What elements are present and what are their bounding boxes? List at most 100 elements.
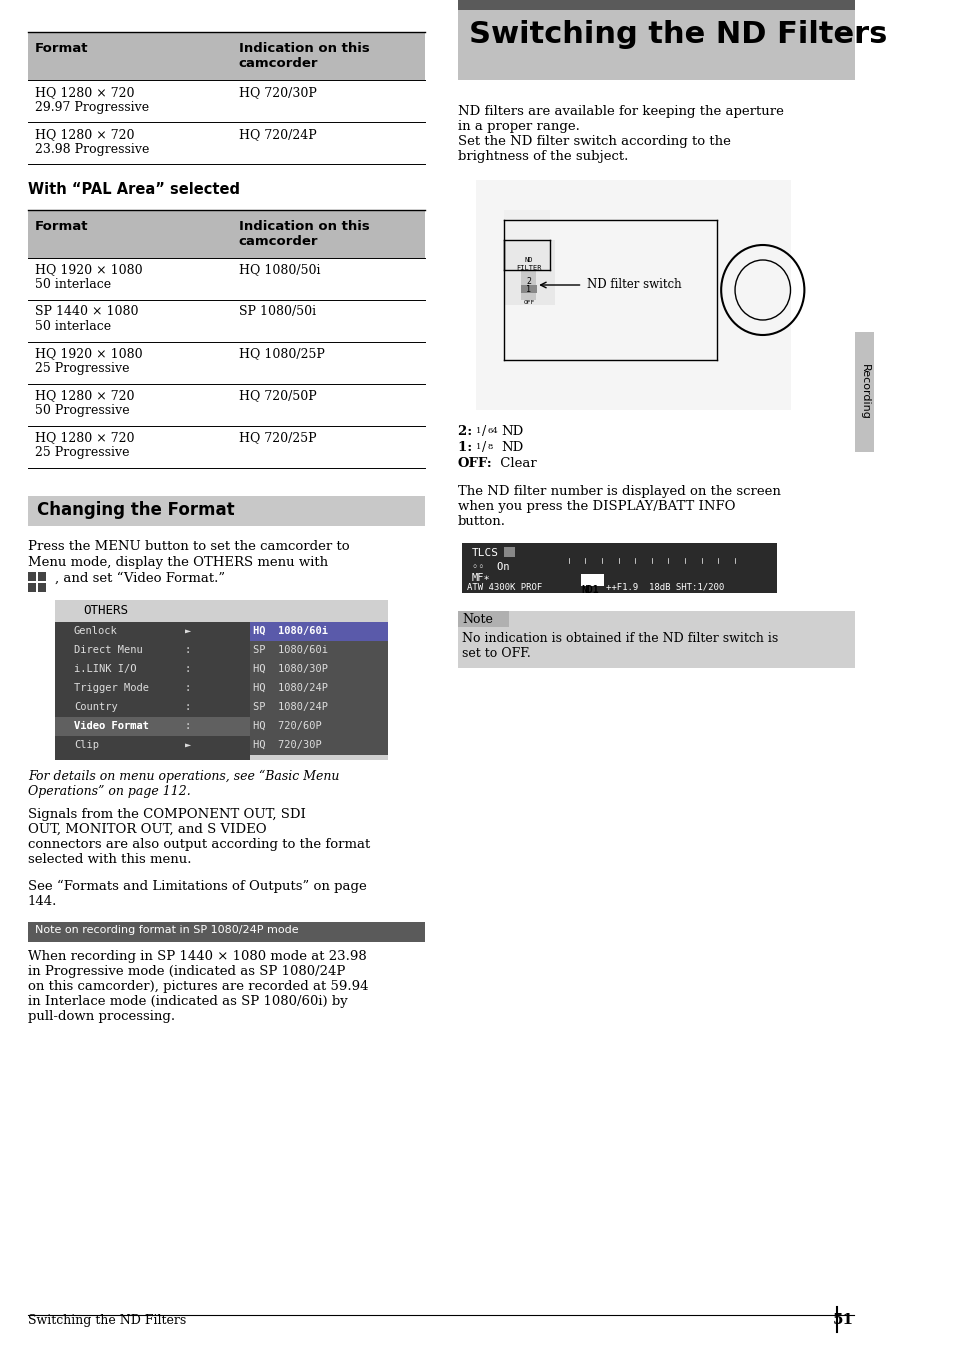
Text: HQ  1080/30P: HQ 1080/30P bbox=[253, 664, 328, 675]
Bar bbox=[250, 735, 388, 754]
Text: HQ  720/30P: HQ 720/30P bbox=[253, 740, 322, 750]
Text: i.LINK I/O: i.LINK I/O bbox=[74, 664, 136, 675]
Bar bbox=[250, 622, 388, 641]
Bar bbox=[503, 548, 515, 557]
Text: The ND filter number is displayed on the screen
when you press the DISPLAY/BATT : The ND filter number is displayed on the… bbox=[457, 485, 780, 529]
Text: Genlock: Genlock bbox=[74, 626, 117, 635]
Text: ◦◦  On: ◦◦ On bbox=[471, 562, 509, 572]
Bar bbox=[457, 611, 854, 668]
Text: Switching the ND Filters: Switching the ND Filters bbox=[28, 1314, 186, 1328]
Bar bbox=[457, 0, 854, 9]
Text: ND: ND bbox=[500, 425, 523, 438]
Bar bbox=[28, 583, 36, 592]
Text: See “Formats and Limitations of Outputs” on page
144.: See “Formats and Limitations of Outputs”… bbox=[28, 880, 366, 909]
Text: Indication on this
camcorder: Indication on this camcorder bbox=[238, 42, 369, 70]
Text: Video Format: Video Format bbox=[74, 721, 149, 731]
Text: No indication is obtained if the ND filter switch is
set to OFF.: No indication is obtained if the ND filt… bbox=[462, 631, 778, 660]
Bar bbox=[521, 270, 536, 300]
Bar bbox=[28, 572, 36, 581]
Bar bbox=[28, 32, 425, 80]
Text: Switching the ND Filters: Switching the ND Filters bbox=[468, 20, 886, 49]
Bar bbox=[503, 241, 554, 306]
Bar bbox=[250, 717, 388, 735]
Text: HQ  1080/60i: HQ 1080/60i bbox=[253, 626, 328, 635]
Text: 1:: 1: bbox=[457, 441, 476, 454]
Text: 2:: 2: bbox=[457, 425, 476, 438]
Text: ND filters are available for keeping the aperture
in a proper range.
Set the ND : ND filters are available for keeping the… bbox=[457, 105, 782, 164]
Text: :: : bbox=[185, 683, 191, 694]
Text: ND1: ND1 bbox=[581, 585, 598, 595]
Bar bbox=[28, 210, 425, 258]
Text: 8: 8 bbox=[487, 443, 492, 452]
Bar bbox=[457, 611, 508, 627]
Text: For details on menu operations, see “Basic Menu
Operations” on page 112.: For details on menu operations, see “Bas… bbox=[28, 771, 338, 798]
Text: SP 1080/50i: SP 1080/50i bbox=[238, 306, 315, 318]
Text: SP 1440 × 1080
50 interlace: SP 1440 × 1080 50 interlace bbox=[35, 306, 138, 333]
Text: Indication on this
camcorder: Indication on this camcorder bbox=[238, 220, 369, 247]
Bar bbox=[250, 641, 388, 660]
Text: OFF:: OFF: bbox=[457, 457, 492, 470]
Text: :: : bbox=[185, 664, 191, 675]
Text: 1: 1 bbox=[476, 427, 481, 435]
Text: HQ 1280 × 720
25 Progressive: HQ 1280 × 720 25 Progressive bbox=[35, 431, 134, 458]
Bar bbox=[462, 544, 776, 594]
Text: 64: 64 bbox=[487, 427, 497, 435]
Text: HQ 720/30P: HQ 720/30P bbox=[238, 87, 316, 99]
Bar bbox=[38, 572, 46, 581]
Bar bbox=[55, 600, 250, 760]
Text: Trigger Mode: Trigger Mode bbox=[74, 683, 149, 694]
Bar bbox=[503, 210, 550, 241]
Bar bbox=[854, 333, 873, 452]
Text: With “PAL Area” selected: With “PAL Area” selected bbox=[28, 183, 239, 197]
Text: When recording in SP 1440 × 1080 mode at 23.98
in Progressive mode (indicated as: When recording in SP 1440 × 1080 mode at… bbox=[28, 950, 368, 1023]
Text: HQ 1280 × 720
50 Progressive: HQ 1280 × 720 50 Progressive bbox=[35, 389, 134, 416]
Text: Video Format: Video Format bbox=[74, 721, 149, 731]
Bar bbox=[55, 600, 388, 760]
Text: HQ 1080/50i: HQ 1080/50i bbox=[238, 264, 319, 276]
Text: Recording: Recording bbox=[859, 364, 868, 420]
Text: ND: ND bbox=[524, 257, 533, 264]
Bar bbox=[250, 679, 388, 698]
Text: :: : bbox=[185, 702, 191, 713]
Text: ATW 4300K PROF: ATW 4300K PROF bbox=[466, 583, 541, 592]
Bar bbox=[250, 660, 388, 679]
Text: 1: 1 bbox=[476, 443, 481, 452]
Text: Signals from the COMPONENT OUT, SDI
OUT, MONITOR OUT, and S VIDEO
connectors are: Signals from the COMPONENT OUT, SDI OUT,… bbox=[28, 808, 370, 867]
Text: Direct Menu: Direct Menu bbox=[74, 645, 143, 654]
Text: 2: 2 bbox=[526, 277, 531, 287]
Text: ►: ► bbox=[185, 626, 191, 635]
Bar bbox=[457, 9, 854, 80]
Text: HQ 720/25P: HQ 720/25P bbox=[238, 431, 315, 443]
Text: ND: ND bbox=[500, 441, 523, 454]
Text: OFF: OFF bbox=[522, 300, 534, 304]
Text: HQ 1080/25P: HQ 1080/25P bbox=[238, 347, 324, 360]
Text: ND filter switch: ND filter switch bbox=[586, 279, 681, 292]
Text: HQ 1280 × 720
23.98 Progressive: HQ 1280 × 720 23.98 Progressive bbox=[35, 128, 150, 155]
Text: HQ 720/50P: HQ 720/50P bbox=[238, 389, 316, 402]
Text: 1: 1 bbox=[526, 285, 531, 295]
Text: Country: Country bbox=[74, 702, 117, 713]
Text: HQ 1280 × 720
29.97 Progressive: HQ 1280 × 720 29.97 Progressive bbox=[35, 87, 149, 114]
Text: :: : bbox=[185, 645, 191, 654]
Text: Note on recording format in SP 1080/24P mode: Note on recording format in SP 1080/24P … bbox=[35, 925, 298, 936]
Bar bbox=[55, 717, 250, 735]
Text: HQ 1920 × 1080
50 interlace: HQ 1920 × 1080 50 interlace bbox=[35, 264, 143, 291]
Text: FILTER: FILTER bbox=[516, 265, 541, 270]
Text: ►: ► bbox=[185, 740, 191, 750]
Text: /: / bbox=[481, 425, 485, 438]
Text: Format: Format bbox=[35, 42, 89, 55]
Text: HQ 720/24P: HQ 720/24P bbox=[238, 128, 316, 141]
Text: OTHERS: OTHERS bbox=[83, 604, 128, 617]
Bar bbox=[28, 922, 425, 942]
Text: , and set “Video Format.”: , and set “Video Format.” bbox=[55, 572, 225, 585]
Text: SP  1080/24P: SP 1080/24P bbox=[253, 702, 328, 713]
Bar bbox=[476, 180, 790, 410]
Bar bbox=[55, 600, 388, 622]
Text: MF∗: MF∗ bbox=[471, 573, 490, 583]
Bar bbox=[38, 583, 46, 592]
Text: :: : bbox=[185, 721, 191, 731]
Text: TLCS: TLCS bbox=[471, 548, 498, 558]
Text: HQ 1920 × 1080
25 Progressive: HQ 1920 × 1080 25 Progressive bbox=[35, 347, 143, 375]
Text: Press the MENU button to set the camcorder to: Press the MENU button to set the camcord… bbox=[28, 539, 349, 553]
Bar bbox=[520, 285, 537, 293]
